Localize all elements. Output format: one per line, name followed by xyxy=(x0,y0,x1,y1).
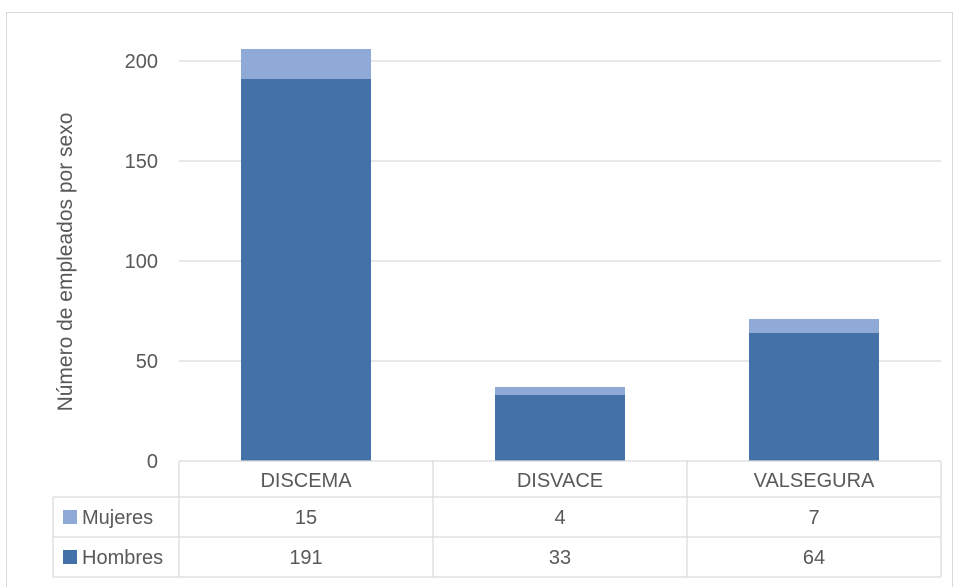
data-label-mujeres-disvace: 4 xyxy=(554,507,565,529)
legend-key-mujeres xyxy=(63,510,77,524)
y-tick-label-0: 0 xyxy=(147,451,158,473)
data-label-hombres-discema: 191 xyxy=(289,547,322,569)
data-label-hombres-valsegura: 64 xyxy=(803,547,825,569)
y-axis-label: Número de empleados por sexo xyxy=(54,113,77,412)
x-tick-label-discema: DISCEMA xyxy=(260,470,352,492)
y-tick-label-200: 200 xyxy=(125,51,158,73)
y-tick-label-100: 100 xyxy=(125,251,158,273)
y-tick-label-150: 150 xyxy=(125,151,158,173)
x-tick-label-disvace: DISVACE xyxy=(517,470,603,492)
bar-disvace-hombres xyxy=(495,395,625,461)
chart-frame xyxy=(6,12,953,587)
legend-key-hombres xyxy=(63,550,77,564)
bar-discema-mujeres xyxy=(241,49,371,79)
bar-discema-hombres xyxy=(241,79,371,461)
legend-label-mujeres: Mujeres xyxy=(82,507,153,529)
data-label-hombres-disvace: 33 xyxy=(549,547,571,569)
bar-disvace-mujeres xyxy=(495,387,625,395)
data-label-mujeres-valsegura: 7 xyxy=(808,507,819,529)
data-label-mujeres-discema: 15 xyxy=(295,507,317,529)
legend-label-hombres: Hombres xyxy=(82,547,163,569)
x-tick-label-valsegura: VALSEGURA xyxy=(754,470,875,492)
bar-valsegura-hombres xyxy=(749,333,879,461)
bar-valsegura-mujeres xyxy=(749,319,879,333)
y-tick-label-50: 50 xyxy=(136,351,158,373)
